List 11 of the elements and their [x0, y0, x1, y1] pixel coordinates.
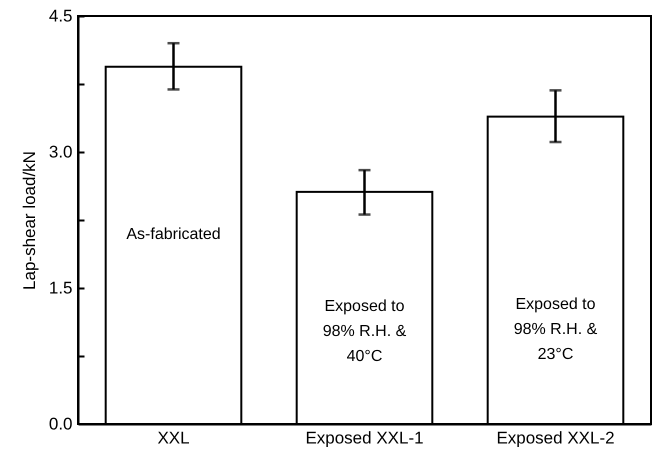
y-axis-title: Lap-shear load/kN	[20, 151, 39, 290]
x-tick-label: Exposed XXL-1	[305, 428, 424, 448]
x-tick-label: XXL	[157, 428, 190, 448]
y-tick-label: 1.5	[48, 278, 72, 298]
y-tick-label: 3.0	[48, 142, 72, 162]
annotation: Exposed to 98% R.H. & 40°C	[322, 298, 407, 365]
y-tick-label: 0.0	[48, 414, 72, 434]
y-tick-label: 4.5	[48, 6, 72, 26]
x-tick-label: Exposed XXL-2	[496, 428, 615, 448]
annotation: Exposed to 98% R.H. & 23°C	[514, 296, 598, 363]
annotation: As-fabricated	[126, 226, 221, 243]
